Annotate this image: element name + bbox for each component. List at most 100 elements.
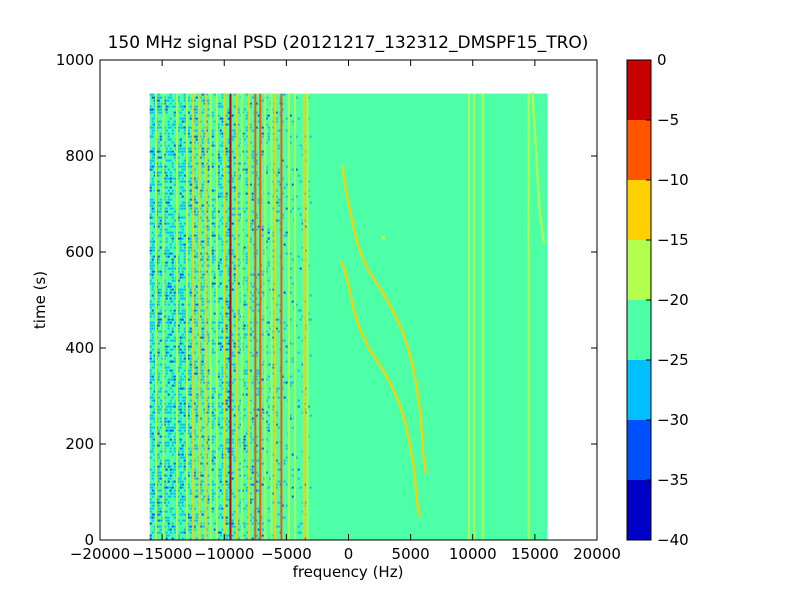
noise-cell (149, 450, 152, 453)
noise-cell (187, 132, 190, 135)
noise-cell (173, 279, 176, 282)
x-tick-label: −20000 (70, 545, 130, 563)
noise-cell (227, 471, 230, 474)
noise-cell (177, 171, 180, 174)
noise-cell (207, 165, 210, 168)
noise-cell (149, 429, 152, 432)
noise-cell (257, 114, 260, 117)
noise-cell (193, 249, 196, 252)
noise-cell (221, 144, 224, 147)
noise-cell (151, 474, 154, 477)
noise-cell (233, 267, 236, 270)
noise-cell (189, 183, 192, 186)
noise-cell (153, 483, 156, 486)
noise-cell (167, 516, 170, 519)
noise-cell (307, 318, 310, 321)
noise-cell (219, 336, 222, 339)
noise-cell (265, 141, 268, 144)
noise-cell (261, 483, 264, 486)
noise-cell (261, 333, 264, 336)
noise-cell (233, 273, 236, 276)
noise-cell (179, 483, 182, 486)
noise-cell (151, 147, 154, 150)
noise-cell (189, 150, 192, 153)
noise-cell (227, 219, 230, 222)
noise-cell (195, 108, 198, 111)
noise-cell (179, 216, 182, 219)
noise-cell (307, 180, 310, 183)
noise-cell (159, 162, 162, 165)
noise-cell (189, 294, 192, 297)
noise-cell (169, 474, 172, 477)
noise-cell (241, 417, 244, 420)
noise-cell (181, 105, 184, 108)
noise-cell (179, 366, 182, 369)
noise-cell (179, 225, 182, 228)
noise-cell (157, 312, 160, 315)
noise-cell (231, 222, 234, 225)
noise-cell (193, 528, 196, 531)
noise-cell (221, 135, 224, 138)
noise-cell (227, 342, 230, 345)
noise-cell (281, 177, 284, 180)
noise-cell (173, 297, 176, 300)
noise-cell (249, 369, 252, 372)
noise-cell (165, 348, 168, 351)
colorbar-tick-label: −30 (657, 411, 689, 429)
noise-cell (189, 399, 192, 402)
noise-cell (159, 165, 162, 168)
noise-cell (211, 414, 214, 417)
noise-cell (217, 159, 220, 162)
noise-cell (291, 381, 294, 384)
noise-cell (187, 528, 190, 531)
noise-cell (221, 243, 224, 246)
noise-cell (257, 381, 260, 384)
noise-cell (199, 270, 202, 273)
noise-cell (245, 279, 248, 282)
noise-cell (255, 534, 258, 537)
noise-cell (165, 201, 168, 204)
noise-cell (205, 258, 208, 261)
noise-cell (225, 324, 228, 327)
colorbar-tick-label: −25 (657, 351, 689, 369)
noise-cell (267, 363, 270, 366)
noise-cell (201, 333, 204, 336)
noise-cell (205, 93, 208, 96)
noise-cell (193, 321, 196, 324)
noise-cell (163, 330, 166, 333)
noise-cell (195, 270, 198, 273)
noise-cell (153, 150, 156, 153)
noise-cell (169, 177, 172, 180)
noise-cell (163, 516, 166, 519)
noise-cell (219, 345, 222, 348)
noise-cell (227, 306, 230, 309)
noise-cell (153, 312, 156, 315)
noise-cell (211, 495, 214, 498)
noise-cell (217, 168, 220, 171)
noise-cell (183, 105, 186, 108)
noise-cell (159, 402, 162, 405)
noise-cell (211, 459, 214, 462)
noise-cell (193, 363, 196, 366)
noise-cell (265, 306, 268, 309)
noise-cell (159, 120, 162, 123)
noise-cell (159, 510, 162, 513)
noise-cell (271, 372, 274, 375)
noise-cell (255, 519, 258, 522)
noise-cell (227, 522, 230, 525)
noise-cell (157, 174, 160, 177)
noise-cell (227, 498, 230, 501)
noise-cell (227, 312, 230, 315)
noise-cell (233, 207, 236, 210)
noise-cell (157, 318, 160, 321)
noise-cell (165, 180, 168, 183)
noise-cell (167, 462, 170, 465)
noise-cell (177, 351, 180, 354)
noise-cell (177, 387, 180, 390)
noise-cell (179, 318, 182, 321)
noise-cell (201, 375, 204, 378)
noise-cell (171, 123, 174, 126)
noise-cell (153, 528, 156, 531)
noise-cell (257, 372, 260, 375)
